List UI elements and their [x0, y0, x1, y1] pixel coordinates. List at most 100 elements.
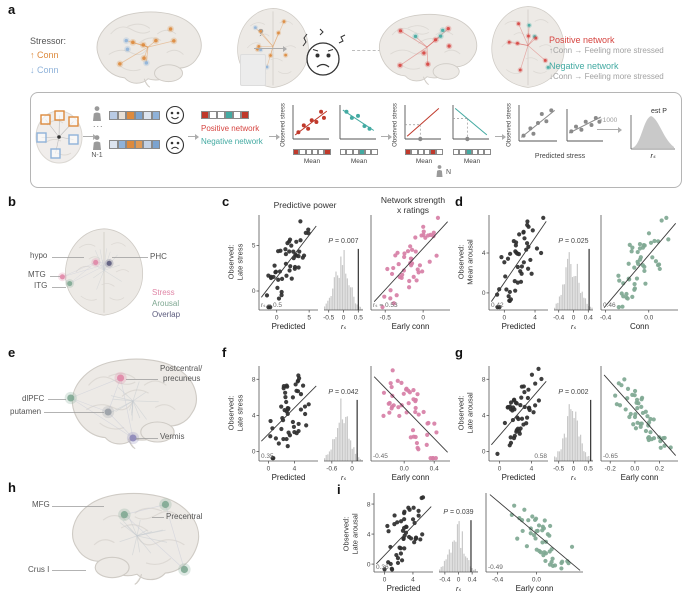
svg-text:Early conn: Early conn: [392, 322, 430, 331]
legend-stress: Stress: [152, 288, 175, 297]
svg-text:0.5: 0.5: [354, 315, 363, 322]
panel-c-ylabel: Observed: Late stress: [226, 243, 244, 281]
svg-text:Predicted: Predicted: [272, 322, 306, 331]
leader-line: [52, 287, 66, 288]
svg-text:P = 0.007: P = 0.007: [328, 238, 358, 245]
panel-f-ylabel: Observed: Late stress: [226, 394, 244, 432]
region-precuneus: precuneus: [163, 374, 201, 383]
svg-text:rₛ: rₛ: [341, 475, 346, 482]
svg-text:P = 0.042: P = 0.042: [328, 389, 358, 396]
svg-text:-0.6: -0.6: [326, 466, 338, 473]
n-label: N: [446, 169, 452, 176]
svg-text:0.35: 0.35: [261, 453, 274, 460]
negative-network-desc: ↓Conn → Feeling more stressed: [549, 72, 664, 82]
svg-text:0.42: 0.42: [491, 302, 504, 309]
sad-face-icon: [165, 135, 185, 155]
happy-face-icon: [165, 105, 185, 125]
leader-line: [48, 399, 66, 400]
svg-text:4: 4: [482, 250, 486, 257]
leader-line: [52, 570, 86, 571]
svg-text:-0.2: -0.2: [605, 466, 617, 473]
person-icon: [93, 135, 101, 150]
svg-text:rₛ = 0.53: rₛ = 0.53: [373, 302, 398, 309]
brain-connectivity-matrix-icon: [35, 110, 83, 164]
mini-scatter-predicted-1: [518, 105, 557, 142]
svg-text:0: 0: [275, 315, 279, 322]
arrow-pipeline-5: [495, 133, 506, 140]
panel-c-title-right: Network strength x ratings: [380, 195, 446, 216]
mini-scatter-predicted-2: [566, 109, 603, 142]
svg-text:Conn: Conn: [630, 322, 649, 331]
svg-text:rₛ: rₛ: [456, 586, 461, 593]
panel-i-permutation-histogram: P = 0.039 -0.4 0 0.4 rₛ: [439, 509, 478, 593]
panel-label-g: g: [455, 345, 463, 360]
svg-text:0.5: 0.5: [584, 466, 593, 473]
svg-text:Predicted: Predicted: [502, 322, 536, 331]
mini4-strip: [453, 149, 491, 156]
person-icon: [93, 106, 101, 121]
mini3-ylabel: Observed stress: [392, 103, 399, 147]
panel-label-e: e: [8, 345, 16, 360]
svg-text:8: 8: [252, 377, 256, 384]
mini-scatter-negative: [339, 105, 376, 140]
svg-text:0.46: 0.46: [603, 302, 616, 309]
brain-lateral-network-icon: [378, 13, 478, 85]
panel-label-i: i: [337, 482, 341, 497]
mini1-strip: [293, 149, 331, 156]
worried-face-icon: [302, 28, 346, 76]
svg-text:0.4: 0.4: [584, 315, 593, 322]
panel-label-d: d: [455, 194, 463, 209]
svg-text:Early conn: Early conn: [621, 473, 659, 482]
stressor-title: Stressor:: [30, 36, 67, 46]
svg-text:0: 0: [503, 315, 507, 322]
panel-label-a: a: [8, 2, 16, 17]
brain-axial-regions: [58, 228, 143, 316]
svg-text:Predicted: Predicted: [502, 473, 536, 482]
region-hypo: hypo: [30, 251, 48, 260]
svg-text:rₛ: rₛ: [651, 153, 656, 160]
pipeline-positive-network-label: Positive network: [201, 124, 260, 133]
pipeline-negative-network-label: Negative network: [201, 137, 263, 146]
methods-pipeline-box: ... N-1 Positive network Negative networ…: [30, 92, 682, 188]
svg-text:-0.45: -0.45: [373, 453, 388, 460]
conn-down-label: ↓ Conn: [30, 64, 59, 75]
svg-text:0: 0: [342, 315, 346, 322]
svg-text:4: 4: [533, 315, 537, 322]
region-crus: Crus I: [28, 565, 50, 574]
panel-g: g Observed: Late arousal 0 4 8 0 4 Predicted 0…: [452, 345, 685, 497]
svg-text:0: 0: [498, 466, 502, 473]
brain-lateral-stressor-icon: [96, 11, 202, 88]
svg-text:0: 0: [572, 315, 576, 322]
svg-text:0: 0: [457, 577, 461, 584]
svg-text:-0.5: -0.5: [553, 466, 565, 473]
legend-overlap: Overlap: [152, 309, 181, 319]
svg-text:0.58: 0.58: [534, 453, 547, 460]
mini1-xlabel: Mean: [303, 158, 321, 165]
svg-text:0: 0: [252, 449, 256, 456]
panel-i: i Observed: Late arousal 0 4 8 0 4 Predicted 0…: [337, 482, 583, 600]
stressor-legend: Stressor: ↑ Conn ↓ Conn: [30, 34, 66, 77]
region-mtg: MTG: [28, 270, 46, 279]
svg-text:P = 0.025: P = 0.025: [558, 238, 588, 245]
network-legend: Positive network ↑Conn → Feeling more st…: [549, 34, 664, 83]
feature-strip-subject2: [109, 140, 160, 149]
svg-text:-0.65: -0.65: [603, 453, 618, 460]
leader-line: [112, 257, 148, 258]
permutation-distribution-icon: est P rₛ: [630, 108, 675, 160]
svg-text:0.0: 0.0: [630, 466, 639, 473]
svg-text:-0.4: -0.4: [439, 577, 451, 584]
svg-text:4: 4: [252, 413, 256, 420]
region-putamen: putamen: [10, 407, 42, 416]
region-itg: ITG: [34, 281, 48, 290]
svg-text:5: 5: [252, 243, 256, 250]
svg-text:-0.4: -0.4: [553, 315, 565, 322]
positive-network-desc: ↑Conn → Feeling more stressed: [549, 46, 664, 56]
svg-text:4: 4: [411, 577, 415, 584]
region-vermis: Vermis: [160, 432, 185, 441]
